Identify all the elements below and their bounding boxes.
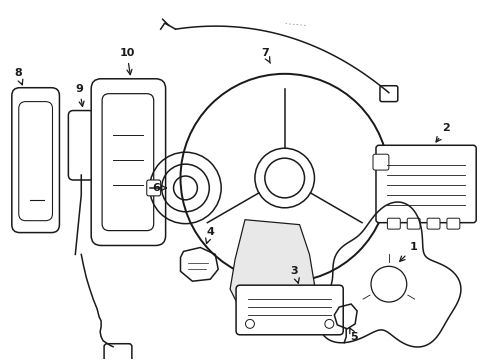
FancyBboxPatch shape (146, 180, 161, 196)
FancyBboxPatch shape (68, 111, 94, 180)
FancyBboxPatch shape (386, 218, 400, 229)
FancyBboxPatch shape (104, 344, 132, 360)
FancyBboxPatch shape (379, 86, 397, 102)
Text: 8: 8 (14, 68, 23, 85)
FancyBboxPatch shape (236, 285, 343, 335)
FancyBboxPatch shape (19, 102, 52, 221)
Text: 5: 5 (349, 328, 357, 342)
FancyBboxPatch shape (407, 218, 419, 229)
FancyBboxPatch shape (102, 94, 153, 231)
FancyBboxPatch shape (91, 79, 165, 246)
FancyBboxPatch shape (372, 154, 388, 170)
Text: 6: 6 (151, 183, 166, 193)
FancyBboxPatch shape (446, 218, 459, 229)
Text: 10: 10 (119, 48, 134, 75)
FancyBboxPatch shape (426, 218, 439, 229)
Polygon shape (230, 220, 314, 321)
Text: 3: 3 (290, 266, 299, 283)
FancyBboxPatch shape (375, 145, 475, 223)
Text: 2: 2 (435, 123, 449, 142)
Text: - - - - - -: - - - - - - (284, 21, 305, 28)
Text: 4: 4 (205, 226, 214, 243)
Text: 9: 9 (75, 84, 84, 107)
Text: 7: 7 (261, 48, 270, 63)
FancyBboxPatch shape (12, 88, 60, 233)
Text: 1: 1 (399, 243, 417, 261)
